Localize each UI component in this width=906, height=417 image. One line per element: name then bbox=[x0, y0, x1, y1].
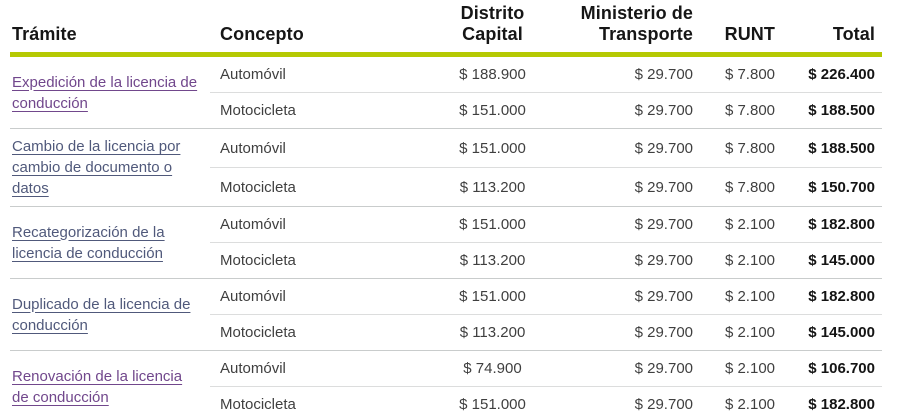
concepto-cell: Automóvil bbox=[220, 66, 286, 83]
ministerio-cell: $ 29.700 bbox=[545, 128, 695, 168]
tramite-cell: Cambio de la licencia por cambio de docu… bbox=[10, 128, 210, 207]
runt-cell: $ 7.800 bbox=[695, 167, 777, 207]
concepto-cell: Motocicleta bbox=[210, 92, 440, 129]
ministerio-cell: $ 29.700 bbox=[545, 278, 695, 315]
ministerio-cell: $ 29.700 bbox=[545, 206, 695, 243]
table-row: Cambio de la licencia por cambio de docu… bbox=[10, 128, 882, 207]
table-row: Motocicleta $ 113.200 $ 29.700 $ 2.100 $… bbox=[10, 314, 882, 351]
distrito-capital-cell: $ 188.900 bbox=[459, 66, 526, 83]
ministerio-cell: $ 29.700 bbox=[545, 167, 695, 207]
ministerio-cell: $ 29.700 bbox=[545, 242, 695, 279]
total-cell: $ 226.400 bbox=[808, 66, 875, 83]
concepto-cell: Automóvil bbox=[210, 278, 440, 315]
ministerio-cell: $ 29.700 bbox=[545, 386, 695, 417]
table-row: Renovación de la licencia de conducción … bbox=[10, 350, 882, 417]
concepto-cell: Automóvil bbox=[210, 350, 440, 387]
runt-cell: $ 7.800 bbox=[695, 92, 777, 129]
total-cell: $ 188.500 bbox=[777, 92, 882, 129]
concepto-cell: Motocicleta bbox=[210, 386, 440, 417]
runt-cell: $ 7.800 bbox=[724, 66, 775, 83]
table-row: Duplicado de la licencia de conducción A… bbox=[10, 278, 882, 351]
total-cell: $ 182.800 bbox=[777, 278, 882, 315]
tramite-link-duplicado[interactable]: Duplicado de la licencia de conducción bbox=[12, 295, 191, 334]
col-header-runt: RUNT bbox=[695, 0, 777, 57]
distrito-capital-cell: $ 151.000 bbox=[440, 206, 545, 243]
concepto-cell: Automóvil bbox=[210, 128, 440, 168]
distrito-capital-cell: $ 113.200 bbox=[440, 242, 545, 279]
runt-cell: $ 2.100 bbox=[695, 278, 777, 315]
distrito-capital-cell: $ 113.200 bbox=[440, 167, 545, 207]
concepto-cell: Automóvil bbox=[210, 206, 440, 243]
runt-cell: $ 2.100 bbox=[695, 350, 777, 387]
col-header-ministerio-de-transporte: Ministerio de Transporte bbox=[545, 0, 695, 57]
tramite-cell: Expedición de la licencia de conducción bbox=[10, 55, 210, 129]
tramite-link-cambio[interactable]: Cambio de la licencia por cambio de docu… bbox=[12, 138, 181, 197]
concepto-cell: Motocicleta bbox=[210, 167, 440, 207]
col-header-tramite: Trámite bbox=[10, 0, 210, 57]
ministerio-cell: $ 29.700 bbox=[545, 92, 695, 129]
total-cell: $ 150.700 bbox=[777, 167, 882, 207]
runt-cell: $ 7.800 bbox=[695, 128, 777, 168]
runt-cell: $ 2.100 bbox=[695, 386, 777, 417]
distrito-capital-cell: $ 74.900 bbox=[440, 350, 545, 387]
header-row: Trámite Concepto Distrito Capital Minist… bbox=[10, 0, 882, 57]
col-header-concepto: Concepto bbox=[210, 0, 440, 57]
table-row: Recategorización de la licencia de condu… bbox=[10, 206, 882, 279]
distrito-capital-cell: $ 151.000 bbox=[440, 278, 545, 315]
distrito-capital-cell: $ 151.000 bbox=[440, 128, 545, 168]
total-cell: $ 145.000 bbox=[777, 242, 882, 279]
total-cell: $ 106.700 bbox=[777, 350, 882, 387]
license-fees-table: Trámite Concepto Distrito Capital Minist… bbox=[10, 0, 882, 417]
col-header-distrito-capital: Distrito Capital bbox=[440, 0, 545, 57]
total-cell: $ 188.500 bbox=[777, 128, 882, 168]
total-cell: $ 145.000 bbox=[777, 314, 882, 351]
total-cell: $ 182.800 bbox=[777, 386, 882, 417]
col-header-total: Total bbox=[777, 0, 882, 57]
table-row: Motocicleta $ 113.200 $ 29.700 $ 2.100 $… bbox=[10, 242, 882, 279]
table-header: Trámite Concepto Distrito Capital Minist… bbox=[10, 0, 882, 57]
distrito-capital-cell: $ 113.200 bbox=[440, 314, 545, 351]
ministerio-cell: $ 29.700 bbox=[634, 66, 693, 83]
distrito-capital-cell: $ 151.000 bbox=[440, 386, 545, 417]
ministerio-cell: $ 29.700 bbox=[545, 314, 695, 351]
tramite-link-renovacion[interactable]: Renovación de la licencia de conducción bbox=[12, 367, 183, 406]
runt-cell: $ 2.100 bbox=[695, 242, 777, 279]
concepto-cell: Motocicleta bbox=[210, 314, 440, 351]
tramite-cell: Renovación de la licencia de conducción bbox=[10, 350, 210, 417]
tramite-link-recategorizacion[interactable]: Recategorización de la licencia de condu… bbox=[12, 223, 165, 262]
table-row: Expedición de la licencia de conducción … bbox=[10, 55, 882, 112]
ministerio-cell: $ 29.700 bbox=[545, 350, 695, 387]
runt-cell: $ 2.100 bbox=[695, 314, 777, 351]
table-row: Motocicleta $ 151.000 $ 29.700 $ 2.100 $… bbox=[10, 386, 882, 417]
tramite-cell: Duplicado de la licencia de conducción bbox=[10, 278, 210, 351]
concepto-cell: Motocicleta bbox=[210, 242, 440, 279]
tramite-link-expedicion[interactable]: Expedición de la licencia de conducción bbox=[12, 73, 198, 112]
table-row: Motocicleta $ 113.200 $ 29.700 $ 7.800 $… bbox=[10, 167, 882, 207]
distrito-capital-cell: $ 151.000 bbox=[440, 92, 545, 129]
tramite-cell: Recategorización de la licencia de condu… bbox=[10, 206, 210, 279]
total-cell: $ 182.800 bbox=[777, 206, 882, 243]
table-row: Motocicleta $ 151.000 $ 29.700 $ 7.800 $… bbox=[10, 92, 882, 129]
runt-cell: $ 2.100 bbox=[695, 206, 777, 243]
